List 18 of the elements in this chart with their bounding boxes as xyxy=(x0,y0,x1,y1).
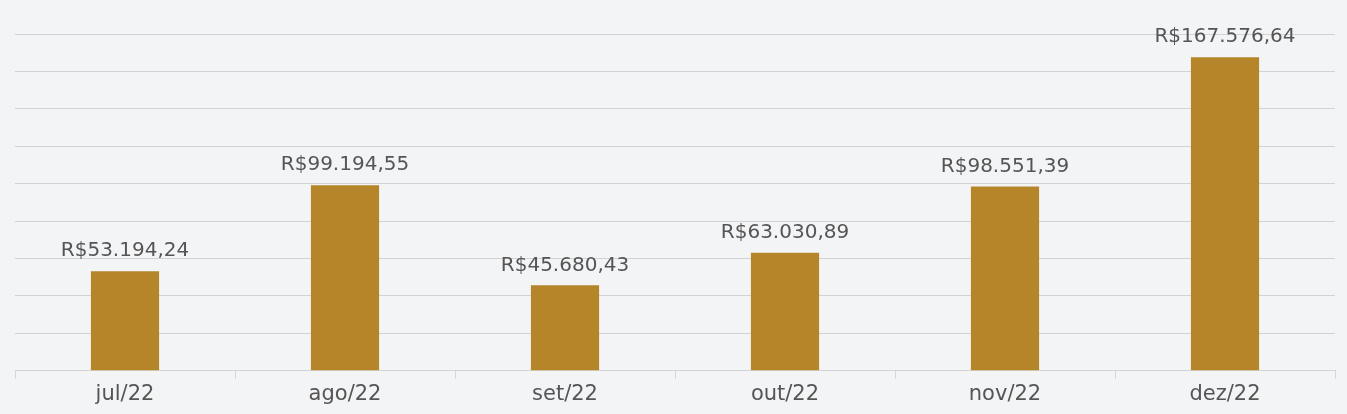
data-label: R$63.030,89 xyxy=(720,219,850,244)
data-label: R$98.551,39 xyxy=(940,152,1070,177)
data-label: R$167.576,64 xyxy=(1154,23,1296,48)
x-tick-label: nov/22 xyxy=(968,380,1042,405)
x-tick-label: set/22 xyxy=(532,380,598,405)
data-label: R$53.194,24 xyxy=(60,237,190,262)
bar xyxy=(750,252,820,371)
x-tick-label: jul/22 xyxy=(94,380,155,405)
data-label: R$99.194,55 xyxy=(280,151,410,176)
data-label: R$45.680,43 xyxy=(500,251,630,276)
x-tick-label: ago/22 xyxy=(308,380,382,405)
bar xyxy=(530,285,600,371)
bar xyxy=(970,186,1040,371)
x-tick-label: dez/22 xyxy=(1189,380,1261,405)
x-tick-label: out/22 xyxy=(750,380,820,405)
bar xyxy=(90,271,160,371)
bar xyxy=(1190,57,1260,371)
bar xyxy=(310,185,380,371)
